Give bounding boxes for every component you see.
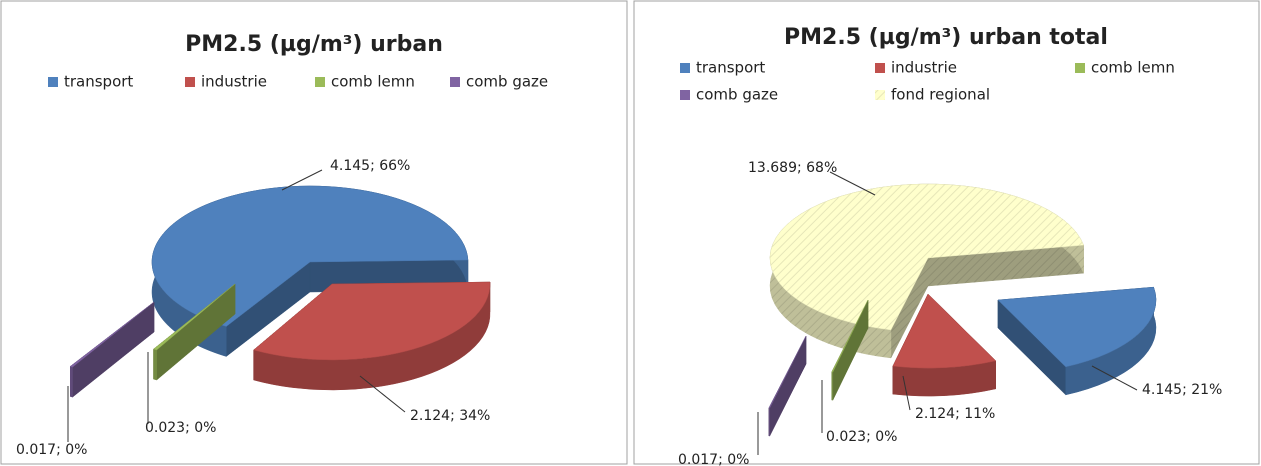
data-label: 0.017; 0% [16,442,87,458]
slice [153,283,236,351]
legend-swatch [680,63,690,73]
slice-group [997,286,1157,396]
data-label: 4.145; 21% [1142,382,1222,398]
legend-label: comb lemn [331,73,415,91]
legend-label: industrie [201,73,267,91]
leader-line [829,171,876,196]
slice-side [153,348,157,381]
data-label: 4.145; 66% [330,158,410,174]
chart-title: PM2.5 (µg/m³) urban [185,32,443,57]
legend-label: industrie [891,59,957,77]
leader-line [902,375,911,411]
slice-group [769,183,1084,359]
legend-swatch [315,77,325,87]
slice-side [70,366,73,398]
slice [892,293,997,369]
legend-swatch [875,63,885,73]
legend-swatch [450,77,460,87]
legend-swatch [185,77,195,87]
leader-line [359,375,406,413]
legend-label: transport [64,73,133,91]
legend-swatch [875,90,885,100]
data-label: 2.124; 11% [915,406,995,422]
legend-label: comb gaze [466,73,548,91]
slice [997,286,1157,368]
slice [769,183,1084,331]
data-label: 2.124; 34% [410,408,490,424]
leader-line [281,169,323,191]
legend-swatch [48,77,58,87]
slice [69,301,155,368]
slice [831,299,869,373]
legend-swatch [680,90,690,100]
slice-group [69,301,155,398]
slice [768,335,807,409]
slice-group [153,283,236,381]
slice-group [831,299,869,401]
legend-label: comb lemn [1091,59,1175,77]
slice-group [253,281,491,391]
slice-side [831,371,834,401]
legend-label: transport [696,59,765,77]
chart-title: PM2.5 (µg/m³) urban total [784,25,1108,50]
legend-label: fond regional [891,86,990,104]
legend-label: comb gaze [696,86,778,104]
data-label: 0.023; 0% [826,429,897,445]
data-label: 13.689; 68% [748,160,837,176]
leader-line [1091,365,1138,391]
legend-swatch [1075,63,1085,73]
data-label: 0.023; 0% [145,420,216,436]
slice [253,281,491,361]
slice-group [768,335,807,437]
data-label: 0.017; 0% [678,452,749,466]
slice-group [892,293,997,397]
slice-side [768,407,770,437]
